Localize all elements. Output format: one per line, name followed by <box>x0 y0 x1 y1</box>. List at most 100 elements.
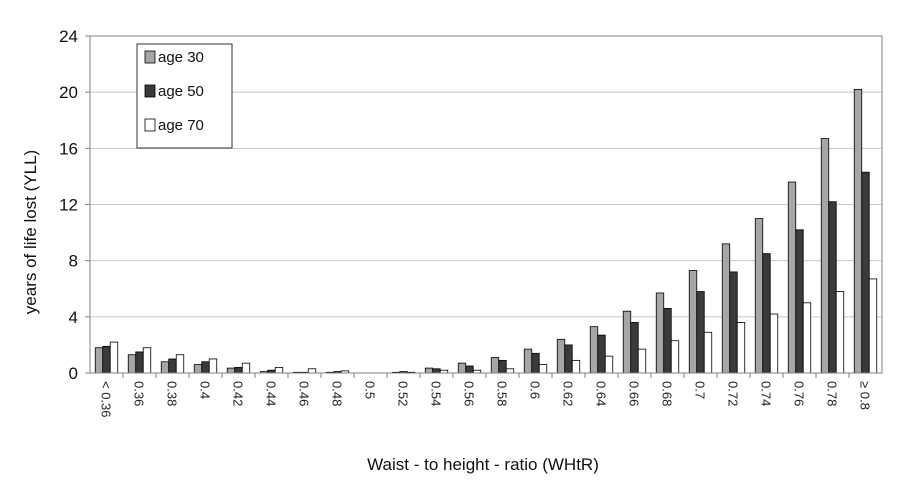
bar-age-50-19 <box>729 271 738 374</box>
legend-label: age 50 <box>158 83 204 100</box>
y-tick-label: 0 <box>69 364 78 383</box>
y-tick-label: 4 <box>69 308 78 327</box>
bar-age-50-17 <box>663 308 672 374</box>
bar-age-50-23 <box>861 171 870 374</box>
y-tick-label: 16 <box>59 139 78 158</box>
bar-age-70-5 <box>274 366 284 374</box>
y-tick-label: 12 <box>59 196 78 215</box>
bar-age-70-6 <box>307 368 317 374</box>
bar-age-70-3 <box>208 358 218 374</box>
bar-age-50-0 <box>102 345 111 374</box>
bar-age-30-21 <box>787 181 797 374</box>
legend: age 30 age 50 age 70 <box>136 43 233 149</box>
x-tick-label: < 0.36 <box>99 381 114 418</box>
legend-swatch <box>144 50 156 64</box>
bar-age-50-20 <box>762 253 771 374</box>
bar-age-30-4 <box>226 367 236 374</box>
bar-age-30-15 <box>589 326 599 374</box>
x-tick-label: 0.5 <box>363 381 378 399</box>
bar-age-50-21 <box>795 229 804 374</box>
x-tick-label: 0.7 <box>693 381 708 399</box>
x-tick-label: 0.36 <box>132 381 147 406</box>
bar-age-30-22 <box>820 138 830 374</box>
bar-age-70-19 <box>736 322 746 374</box>
x-axis-ticks: < 0.36 0.36 0.38 0.4 0.42 0.44 0.46 0.48 0.5 0.52… <box>99 373 873 418</box>
x-tick-label: 0.38 <box>165 381 180 406</box>
bar-age-70-12 <box>505 368 515 374</box>
bar-age-70-1 <box>142 347 152 374</box>
x-tick-label: 0.72 <box>726 381 741 406</box>
bar-age-70-2 <box>175 354 185 374</box>
x-tick-label: 0.56 <box>462 381 477 406</box>
x-tick-label: 0.48 <box>330 381 345 406</box>
legend-swatch <box>144 118 156 132</box>
bar-age-50-15 <box>597 334 606 374</box>
bar-age-70-14 <box>571 359 581 374</box>
bar-age-30-13 <box>523 348 533 374</box>
x-tick-label: 0.52 <box>396 381 411 406</box>
bar-age-50-13 <box>531 352 540 374</box>
bar-age-50-14 <box>564 344 573 374</box>
x-tick-label: 0.54 <box>429 381 444 406</box>
bar-age-70-15 <box>604 355 614 374</box>
legend-label: age 70 <box>158 117 204 134</box>
x-tick-label: 0.42 <box>231 381 246 406</box>
y-axis-label: years of life lost (YLL) <box>21 150 40 314</box>
bar-age-30-10 <box>424 367 434 374</box>
bar-age-70-23 <box>868 278 878 374</box>
bar-age-30-20 <box>754 218 764 374</box>
bar-age-70-18 <box>703 331 713 374</box>
y-axis-ticks: 0 4 8 12 16 20 24 <box>59 27 90 383</box>
bar-age-30-23 <box>853 88 863 374</box>
legend-swatch <box>144 84 156 98</box>
legend-label: age 30 <box>158 49 204 66</box>
x-tick-label: 0.58 <box>495 381 510 406</box>
bar-age-30-18 <box>688 270 698 374</box>
x-tick-label: ≥ 0.8 <box>858 381 873 410</box>
bar-age-30-2 <box>160 361 170 374</box>
x-axis-label: Waist - to height - ratio (WHtR) <box>367 455 599 474</box>
x-tick-label: 0.6 <box>528 381 543 399</box>
bar-age-70-16 <box>637 348 647 374</box>
bar-age-70-20 <box>769 313 779 374</box>
y-tick-label: 8 <box>69 252 78 271</box>
bar-age-50-3 <box>201 361 210 374</box>
bar-age-30-12 <box>490 357 500 374</box>
x-tick-label: 0.66 <box>627 381 642 406</box>
x-tick-label: 0.62 <box>561 381 576 406</box>
x-tick-label: 0.76 <box>792 381 807 406</box>
bar-age-30-11 <box>457 362 467 374</box>
x-tick-label: 0.4 <box>198 381 213 399</box>
bar-age-70-4 <box>241 362 251 374</box>
y-tick-label: 24 <box>59 27 78 46</box>
bars <box>94 88 878 374</box>
x-tick-label: 0.68 <box>660 381 675 406</box>
x-tick-label: 0.44 <box>264 381 279 406</box>
x-tick-label: 0.78 <box>825 381 840 406</box>
x-tick-label: 0.64 <box>594 381 609 406</box>
bar-age-30-16 <box>622 310 632 374</box>
bar-age-50-16 <box>630 322 639 374</box>
bar-age-50-11 <box>465 365 474 374</box>
bar-age-50-12 <box>498 359 507 374</box>
bar-age-70-13 <box>538 364 548 374</box>
bar-age-30-17 <box>655 292 665 374</box>
bar-age-30-19 <box>721 243 731 374</box>
bar-age-30-14 <box>556 338 566 374</box>
bar-age-70-17 <box>670 340 680 374</box>
y-tick-label: 20 <box>59 83 78 102</box>
bar-age-70-21 <box>802 302 812 374</box>
bar-age-70-0 <box>109 341 119 374</box>
x-tick-label: 0.74 <box>759 381 774 406</box>
bar-age-50-10 <box>432 368 441 374</box>
bar-age-50-2 <box>168 358 177 374</box>
bar-age-30-0 <box>94 347 104 374</box>
bar-age-50-22 <box>828 201 837 374</box>
bar-age-50-1 <box>135 351 144 374</box>
bar-age-50-18 <box>696 291 705 374</box>
bar-age-50-4 <box>234 366 243 374</box>
x-tick-label: 0.46 <box>297 381 312 406</box>
bar-age-30-1 <box>127 354 137 374</box>
